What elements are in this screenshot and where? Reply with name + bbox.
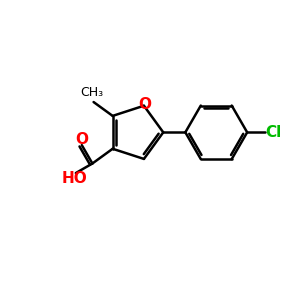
Text: HO: HO	[61, 171, 87, 186]
Text: Cl: Cl	[266, 125, 282, 140]
Text: CH₃: CH₃	[81, 85, 104, 98]
Text: O: O	[75, 132, 88, 147]
Text: O: O	[138, 97, 151, 112]
